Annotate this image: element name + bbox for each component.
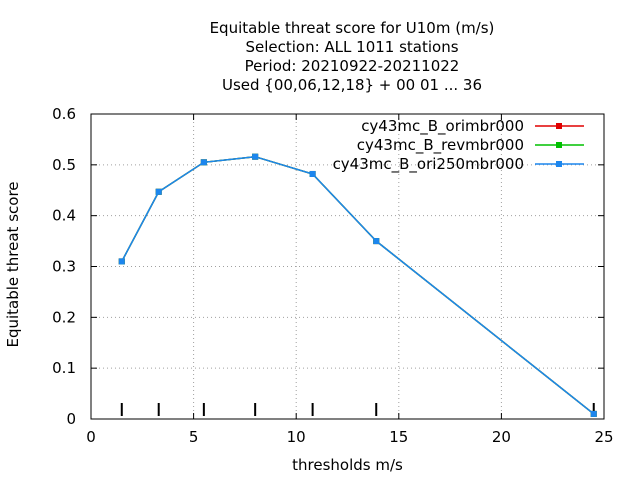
y-tick-label-2: 0.2 (52, 308, 76, 326)
series-1 (118, 153, 597, 417)
x-tick-label-1: 5 (189, 428, 199, 446)
legend-label-1: cy43mc_B_revmbr000 (357, 136, 524, 155)
series-0 (118, 153, 597, 417)
legend-label-2: cy43mc_B_ori250mbr000 (333, 155, 524, 174)
series-line-0 (121, 155, 595, 415)
data-point-2-0 (118, 258, 125, 265)
series (118, 153, 597, 417)
y-tick-label-5: 0.5 (52, 156, 76, 174)
x-tick-label-2: 10 (287, 428, 306, 446)
series-line-2 (121, 155, 595, 415)
x-axis: 0 5 10 15 20 25 (86, 114, 614, 446)
legend-marker-2 (556, 161, 562, 167)
data-point-2-6 (590, 410, 597, 417)
y-tick-label-3: 0.3 (52, 258, 76, 276)
legend-marker-1 (556, 142, 562, 148)
series-2 (118, 153, 597, 417)
x-tick-label-5: 25 (594, 428, 613, 446)
series-line-1 (121, 155, 595, 415)
legend: cy43mc_B_orimbr000cy43mc_B_revmbr000cy43… (333, 117, 584, 174)
title-line-2: Period: 20210922-20211022 (245, 57, 460, 75)
title-line-0: Equitable threat score for U10m (m/s) (210, 19, 495, 37)
x-tick-label-4: 20 (492, 428, 511, 446)
x-axis-label: thresholds m/s (292, 456, 403, 474)
data-point-2-2 (200, 159, 207, 166)
y-tick-label-0: 0 (66, 410, 76, 428)
y-tick-label-6: 0.6 (52, 105, 76, 123)
x-tick-label-3: 15 (389, 428, 408, 446)
title-line-3: Used {00,06,12,18} + 00 01 ... 36 (222, 76, 482, 94)
x-tick-label-0: 0 (86, 428, 96, 446)
y-tick-label-1: 0.1 (52, 359, 76, 377)
y-axis-label: Equitable threat score (4, 181, 22, 347)
data-point-2-1 (155, 188, 162, 195)
y-tick-label-4: 0.4 (52, 207, 76, 225)
legend-marker-0 (556, 123, 562, 129)
chart-title: Equitable threat score for U10m (m/s)Sel… (210, 19, 495, 94)
data-point-2-5 (373, 238, 380, 245)
legend-label-0: cy43mc_B_orimbr000 (361, 117, 524, 136)
data-point-2-4 (309, 170, 316, 177)
y-axis: 0 0.1 0.2 0.3 0.4 0.5 0.6 (52, 105, 604, 428)
threshold-markers (120, 403, 595, 416)
data-point-2-3 (252, 153, 259, 160)
title-line-1: Selection: ALL 1011 stations (245, 38, 458, 56)
grid (91, 114, 604, 419)
